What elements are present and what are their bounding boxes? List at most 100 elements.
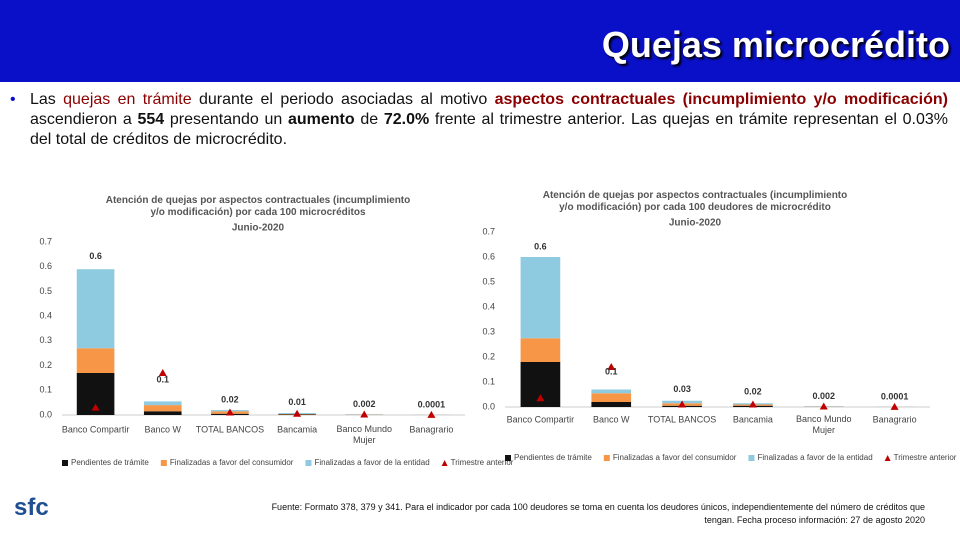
y-tick-label: 0.2 bbox=[482, 351, 495, 361]
text: aspectos contractuales (incumplimiento y… bbox=[494, 91, 948, 108]
total-label: 0.01 bbox=[288, 397, 306, 407]
total-label: 0.1 bbox=[156, 375, 169, 385]
marker bbox=[748, 400, 757, 408]
marker bbox=[293, 409, 302, 417]
y-tick-label: 0.5 bbox=[39, 286, 52, 296]
bullet-paragraph: • Las quejas en trámite durante el period… bbox=[10, 90, 948, 150]
text: durante el periodo asociadas al motivo bbox=[191, 91, 495, 108]
total-label: 0.002 bbox=[812, 391, 835, 401]
bar-segment bbox=[143, 411, 182, 415]
y-tick-label: 0.1 bbox=[39, 385, 52, 395]
marker bbox=[819, 402, 828, 410]
y-tick-label: 0.1 bbox=[482, 376, 495, 386]
y-tick-label: 0.3 bbox=[482, 326, 495, 336]
bar-segment bbox=[520, 257, 561, 339]
x-tick-label: Banagrario bbox=[873, 414, 917, 424]
text: Las bbox=[30, 91, 64, 108]
text: aumento bbox=[287, 111, 355, 128]
bar-segment bbox=[143, 401, 182, 406]
x-tick-label: Banco Compartir bbox=[507, 414, 575, 424]
text: 554 bbox=[137, 111, 165, 128]
y-tick-label: 0.7 bbox=[482, 226, 495, 236]
legend-swatch bbox=[884, 455, 891, 461]
chart-subtitle: Junio-2020 bbox=[669, 218, 722, 229]
legend-swatch bbox=[441, 460, 448, 466]
logo: sfc bbox=[14, 494, 49, 521]
text: 72.0% bbox=[383, 111, 430, 128]
y-tick-label: 0.2 bbox=[39, 360, 52, 370]
slide-title: Quejas microcrédito bbox=[601, 24, 950, 65]
x-tick-label: TOTAL BANCOS bbox=[648, 414, 716, 424]
bar-segment bbox=[591, 389, 632, 394]
bar-segment bbox=[520, 338, 561, 362]
total-label: 0.0001 bbox=[881, 391, 909, 401]
x-tick-label: Bancamia bbox=[277, 424, 317, 434]
x-tick-label: Banco W bbox=[593, 414, 630, 424]
y-tick-label: 0.0 bbox=[39, 409, 52, 419]
legend-label: Finalizadas a favor de la entidad bbox=[757, 453, 872, 462]
bar-segment bbox=[76, 269, 115, 349]
total-label: 0.002 bbox=[353, 399, 376, 409]
text: frente al trimestre anterior. Las quejas… bbox=[30, 111, 949, 148]
y-tick-label: 0.0 bbox=[482, 401, 495, 411]
bar-segment bbox=[591, 393, 632, 402]
chart-title: Atención de quejas por aspectos contract… bbox=[543, 190, 848, 213]
y-tick-label: 0.6 bbox=[482, 251, 495, 261]
legend-label: Trimestre anterior bbox=[894, 453, 957, 462]
header-bar: Quejas microcrédito bbox=[0, 0, 960, 82]
total-label: 0.02 bbox=[744, 386, 762, 396]
x-tick-label: Bancamia bbox=[733, 414, 773, 424]
bullet-dot: • bbox=[10, 91, 16, 108]
text: ascendieron a bbox=[30, 111, 138, 128]
marker bbox=[91, 403, 100, 411]
legend-label: Pendientes de trámite bbox=[71, 458, 149, 467]
marker bbox=[678, 400, 687, 408]
bar-segment bbox=[143, 405, 182, 412]
text: presentando un bbox=[164, 111, 288, 128]
y-tick-label: 0.5 bbox=[482, 276, 495, 286]
x-tick-label: Banco W bbox=[144, 424, 181, 434]
chart-title: Atención de quejas por aspectos contract… bbox=[106, 195, 411, 218]
marker bbox=[225, 408, 234, 416]
text: quejas en trámite bbox=[63, 91, 192, 108]
total-label: 0.03 bbox=[673, 384, 691, 394]
marker bbox=[158, 368, 167, 376]
legend-label: Trimestre anterior bbox=[451, 458, 514, 467]
legend-swatch bbox=[160, 460, 167, 466]
total-label: 0.02 bbox=[221, 394, 239, 404]
x-tick-label: TOTAL BANCOS bbox=[196, 424, 264, 434]
legend-swatch bbox=[305, 460, 312, 466]
footnote: Fuente: Formato 378, 379 y 341. Para el … bbox=[271, 502, 925, 525]
x-tick-label: Banco Mundo Mujer bbox=[336, 424, 392, 445]
marker bbox=[427, 410, 436, 418]
chart-subtitle: Junio-2020 bbox=[232, 223, 285, 234]
legend-swatch bbox=[603, 455, 610, 461]
y-tick-label: 0.6 bbox=[39, 261, 52, 271]
total-label: 0.0001 bbox=[418, 399, 446, 409]
marker bbox=[890, 402, 899, 410]
total-label: 0.6 bbox=[89, 251, 102, 261]
y-tick-label: 0.7 bbox=[39, 236, 52, 246]
legend-swatch bbox=[62, 460, 68, 466]
y-tick-label: 0.3 bbox=[39, 335, 52, 345]
legend-label: Pendientes de trámite bbox=[514, 453, 592, 462]
legend-swatch bbox=[748, 455, 755, 461]
marker bbox=[607, 363, 616, 370]
marker bbox=[536, 394, 545, 402]
bar-segment bbox=[591, 402, 632, 407]
legend-label: Finalizadas a favor del consumidor bbox=[170, 458, 294, 467]
x-tick-label: Banco Compartir bbox=[62, 424, 130, 434]
total-label: 0.6 bbox=[534, 241, 547, 251]
legend-label: Finalizadas a favor del consumidor bbox=[613, 453, 737, 462]
bar-segment bbox=[76, 348, 115, 373]
legend-swatch bbox=[505, 455, 511, 461]
total-label: 0.1 bbox=[605, 366, 618, 376]
y-tick-label: 0.4 bbox=[482, 301, 495, 311]
text: de bbox=[354, 111, 384, 128]
x-tick-label: Banagrario bbox=[409, 424, 453, 434]
legend-label: Finalizadas a favor de la entidad bbox=[314, 458, 429, 467]
marker bbox=[360, 410, 369, 418]
y-tick-label: 0.4 bbox=[39, 311, 52, 321]
